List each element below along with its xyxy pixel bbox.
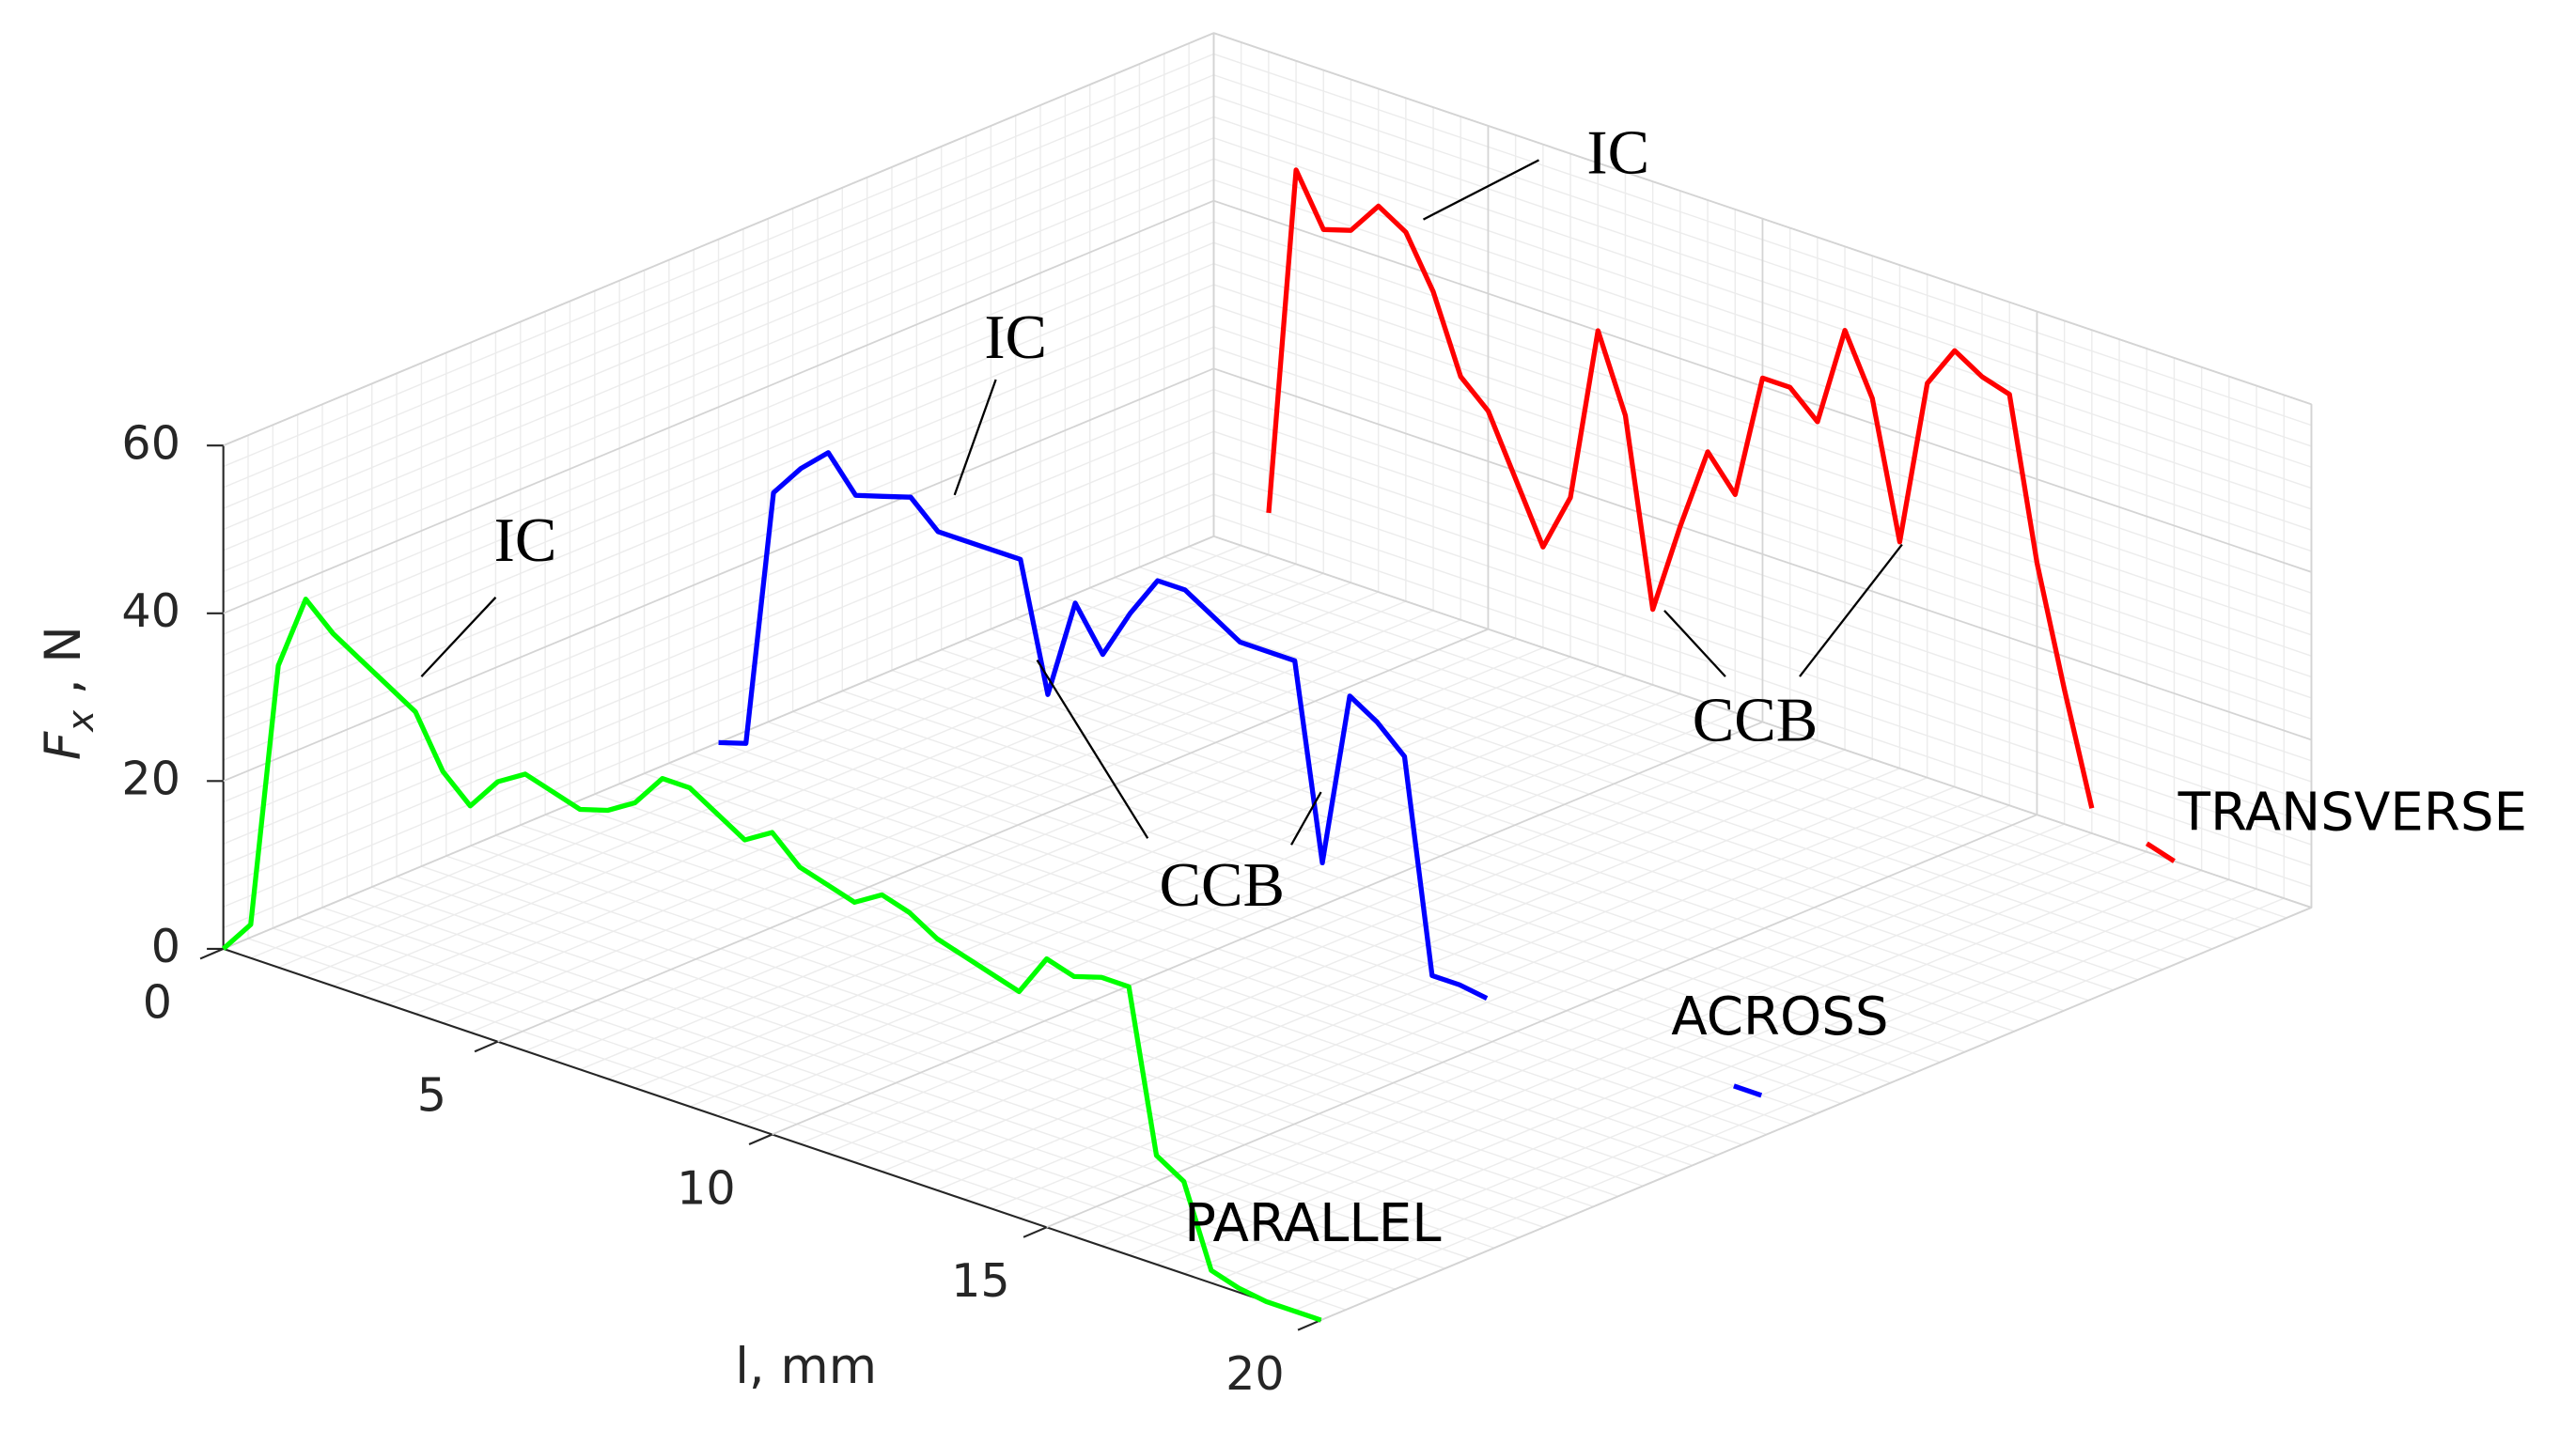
annotation-leader bbox=[1422, 159, 1539, 221]
minor-grid bbox=[1210, 869, 2202, 1284]
minor-grid bbox=[991, 795, 1983, 1210]
minor-grid bbox=[223, 473, 1214, 887]
minor-grid bbox=[1293, 897, 2285, 1312]
minor-grid bbox=[882, 758, 1873, 1173]
minor-grid bbox=[799, 730, 1790, 1145]
minor-grid bbox=[223, 241, 1214, 657]
minor-grid bbox=[909, 768, 1900, 1182]
y-tick-label: 20 bbox=[121, 751, 180, 805]
y-label-main: F bbox=[35, 731, 92, 760]
series-line bbox=[221, 597, 1322, 1323]
minor-grid bbox=[826, 739, 1819, 1154]
annotation: CCB bbox=[1159, 851, 1285, 920]
y-tick-label: 0 bbox=[151, 919, 180, 973]
x-tick-label: 20 bbox=[1226, 1346, 1285, 1401]
minor-grid bbox=[223, 179, 1214, 594]
annotation-leader bbox=[953, 379, 997, 496]
minor-grid bbox=[223, 137, 1214, 551]
minor-grid bbox=[223, 410, 1214, 824]
x-tick bbox=[199, 947, 225, 960]
y-tick-label: 40 bbox=[121, 583, 180, 638]
series-name: PARALLEL bbox=[1184, 1193, 1441, 1254]
minor-grid bbox=[1156, 851, 2147, 1266]
minor-grid bbox=[223, 430, 1214, 845]
minor-grid bbox=[223, 493, 1214, 908]
series-name: ACROSS bbox=[1671, 986, 1888, 1048]
minor-grid bbox=[223, 158, 1214, 572]
grid-line bbox=[772, 218, 1764, 1136]
x-tick-label: 15 bbox=[951, 1253, 1010, 1308]
series-line bbox=[1266, 167, 2176, 863]
y-axis-label: Fx , N bbox=[35, 626, 102, 760]
x-tick bbox=[1023, 1226, 1048, 1238]
minor-grid bbox=[1183, 860, 2175, 1275]
minor-grid bbox=[223, 74, 1214, 489]
minor-grid bbox=[1128, 842, 2120, 1256]
minor-grid bbox=[223, 451, 1214, 866]
minor-grid bbox=[853, 749, 1846, 1163]
x-tick-label: 0 bbox=[143, 975, 172, 1030]
y-label-rest: , N bbox=[35, 626, 92, 710]
minor-grid bbox=[223, 388, 1214, 803]
series-line bbox=[718, 450, 1763, 1098]
series-name: TRANSVERSE bbox=[2178, 782, 2527, 843]
minor-grid bbox=[1019, 804, 2010, 1219]
minor-grid bbox=[223, 221, 1214, 635]
minor-grid bbox=[223, 325, 1214, 740]
x-tick bbox=[1297, 1319, 1322, 1331]
minor-grid bbox=[223, 95, 1214, 509]
minor-grid bbox=[1073, 823, 2065, 1237]
minor-grid bbox=[223, 284, 1214, 698]
minor-grid bbox=[223, 514, 1214, 929]
minor-grid bbox=[223, 347, 1214, 761]
minor-grid bbox=[223, 263, 1214, 677]
minor-grid bbox=[223, 116, 1214, 531]
grid-line bbox=[1046, 311, 2038, 1229]
minor-grid bbox=[936, 777, 1928, 1191]
y-label-sub: x bbox=[60, 709, 102, 733]
annotation-leader bbox=[420, 597, 497, 677]
x-tick bbox=[474, 1040, 499, 1053]
x-tick bbox=[748, 1133, 773, 1145]
minor-grid bbox=[1101, 832, 2093, 1247]
annotation-leader bbox=[1799, 543, 1903, 677]
grid-line bbox=[497, 125, 1490, 1043]
annotation: IC bbox=[984, 303, 1047, 372]
annotation: IC bbox=[1586, 118, 1649, 187]
annotation-leader bbox=[1663, 610, 1726, 677]
annotation: IC bbox=[494, 506, 557, 575]
x-axis-label: l, mm bbox=[735, 1338, 877, 1395]
annotation-leader bbox=[1290, 791, 1322, 846]
annotation-leader bbox=[1036, 659, 1149, 839]
grid-line bbox=[1320, 404, 2313, 1321]
annotation: CCB bbox=[1693, 687, 1819, 755]
minor-grid bbox=[223, 304, 1214, 720]
y-tick-label: 60 bbox=[121, 415, 180, 470]
minor-grid bbox=[963, 785, 1956, 1201]
grid-line bbox=[223, 33, 1215, 950]
minor-grid bbox=[223, 53, 1214, 468]
x-tick-label: 5 bbox=[417, 1067, 446, 1122]
x-tick-label: 10 bbox=[677, 1160, 736, 1215]
